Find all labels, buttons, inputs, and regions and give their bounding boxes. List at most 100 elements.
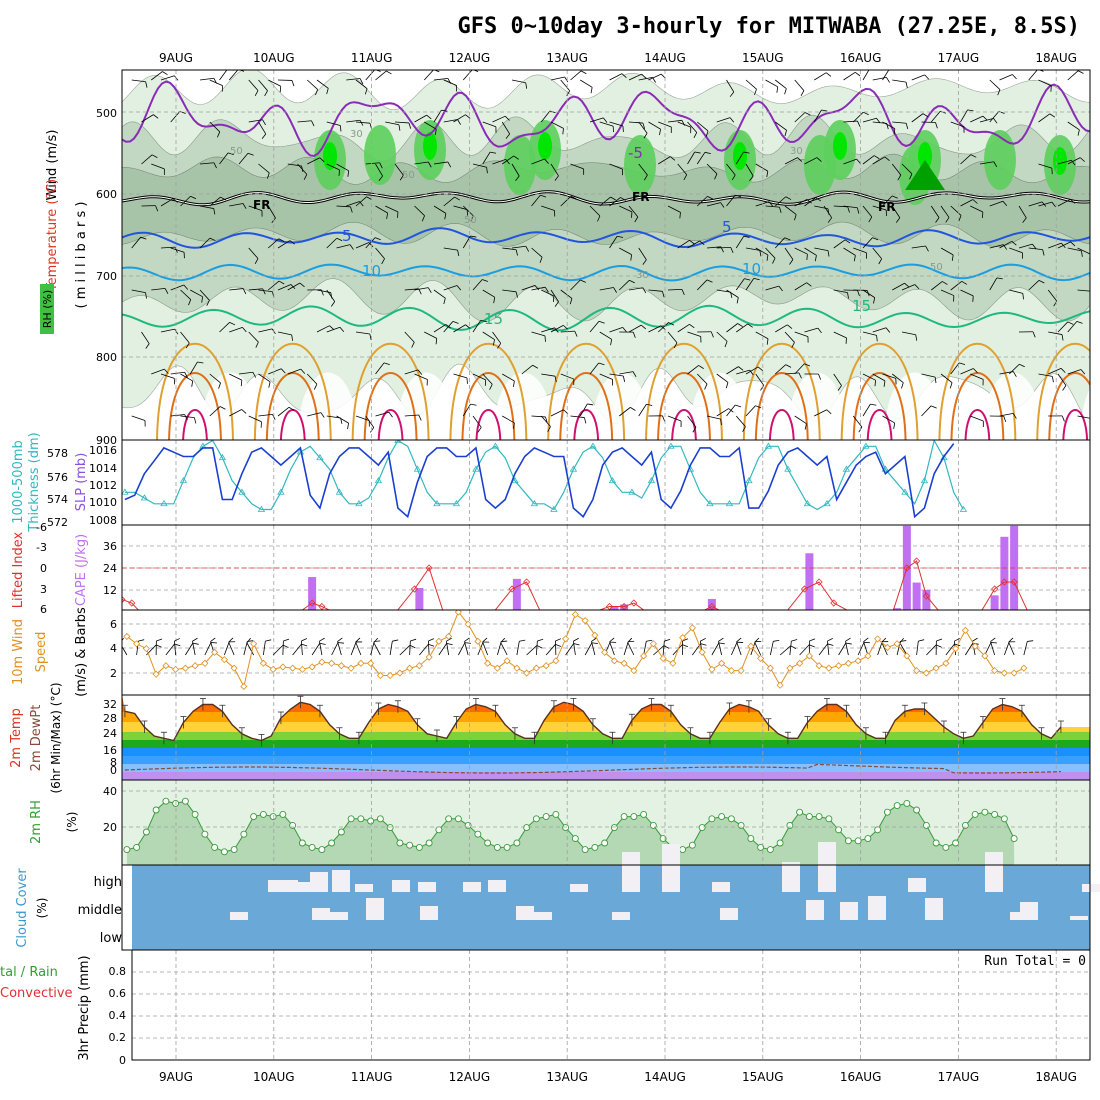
ua-wind-barb <box>726 79 735 93</box>
rh-marker <box>357 815 365 823</box>
ua-wind-barb-flag <box>707 196 713 200</box>
rh-marker <box>1010 835 1018 843</box>
ua-wind-barb <box>696 121 709 132</box>
wind-marker <box>415 662 423 670</box>
ua-wind-barb <box>862 403 871 417</box>
ua-wind-barb <box>375 362 385 375</box>
rh-marker <box>737 821 745 829</box>
ua-wind-barb-flag <box>659 129 661 136</box>
ua-wind-barb-flag <box>418 288 422 295</box>
ua-wind-barb <box>550 121 564 129</box>
wind-marker <box>376 671 384 680</box>
rh-marker <box>815 813 823 821</box>
rh-marker <box>328 839 336 847</box>
ua-wind-barb <box>911 113 924 123</box>
ua-wind-barb <box>628 287 643 291</box>
ua-wind-barb <box>901 163 913 175</box>
ua-wind-barb-flag <box>743 235 750 238</box>
ua-wind-barb-flag <box>435 338 438 345</box>
wind-marker <box>942 659 950 667</box>
ua-wind-barb <box>336 415 349 424</box>
ua-wind-barb-flag <box>689 324 695 329</box>
rh-marker <box>376 815 384 823</box>
wind-marker <box>649 640 657 648</box>
bottom-date-labels: 9AUG 10AUG 11AUG 12AUG 13AUG 14AUG 15AUG 16AUG 1… <box>159 1070 1077 1084</box>
cloud-high-block <box>488 880 506 892</box>
dewpt-label: 2m DewPt <box>29 705 44 772</box>
ua-wind-barb <box>482 151 491 165</box>
ua-wind-barb <box>1067 70 1079 81</box>
ua-wind-barb-flag <box>673 342 678 349</box>
ua-wind-barb-flag <box>738 366 744 371</box>
surface-wind-barb-flag <box>373 637 379 643</box>
wind-marker <box>932 664 940 672</box>
ua-wind-barb <box>1028 247 1043 251</box>
temp-band <box>122 772 1090 780</box>
surface-wind-barb <box>409 640 411 656</box>
ua-wind-barb-flag <box>905 82 908 89</box>
wind-marker <box>162 662 170 670</box>
ua-wind-barb <box>823 205 833 218</box>
ua-wind-barb <box>277 240 291 249</box>
ua-wind-barb <box>521 285 536 291</box>
ua-wind-barb <box>209 196 221 207</box>
wind-marker <box>133 640 141 648</box>
ua-wind-barb <box>472 373 486 381</box>
ua-wind-barb-flag <box>870 68 876 69</box>
ua-wind-barb-flag <box>242 203 247 209</box>
ua-wind-barb <box>443 247 458 251</box>
ua-wind-barb <box>696 279 708 291</box>
surface-wind-barb <box>350 641 357 656</box>
rh-marker <box>386 824 394 832</box>
ua-wind-barb <box>355 415 370 422</box>
ua-wind-barb-flag <box>837 385 842 391</box>
top-date-labels: 9AUG 10AUG 11AUG 12AUG 13AUG 14AUG 15AUG 16AUG 1… <box>159 51 1077 65</box>
ua-wind-barb-flag <box>255 341 259 348</box>
ua-wind-barb-flag <box>922 113 929 118</box>
ua-wind-barb-flag <box>1061 415 1065 422</box>
ua-wind-barb <box>141 154 153 165</box>
ua-wind-barb-flag <box>194 417 197 424</box>
ua-wind-barb <box>989 111 1000 123</box>
ua-wind-barb-flag <box>411 342 415 348</box>
ua-wind-barb <box>609 373 624 377</box>
ua-wind-barb <box>599 121 614 127</box>
temp-contour-5 <box>122 227 1090 249</box>
ua-wind-barb-flag <box>744 278 751 281</box>
ua-wind-barb <box>443 79 457 86</box>
ua-wind-barb <box>736 323 748 333</box>
ua-wind-barb <box>940 289 955 296</box>
rh-label: RH (%) <box>41 290 54 328</box>
ua-wind-barb <box>804 157 818 165</box>
ua-wind-barb-flag <box>872 237 879 241</box>
ua-wind-barb <box>589 362 599 375</box>
ua-wind-barb-flag <box>266 172 270 179</box>
ua-wind-barb <box>160 328 175 333</box>
ua-wind-barb <box>160 198 174 207</box>
rh-marker <box>298 839 306 847</box>
lifted-index-line <box>122 560 1028 610</box>
rh-marker <box>230 846 238 854</box>
ua-wind-barb-flag <box>945 217 950 223</box>
wind-marker <box>922 669 930 677</box>
ua-wind-barb <box>385 121 400 126</box>
ua-wind-barb-flag <box>982 115 988 121</box>
ua-wind-barb-flag <box>569 298 573 305</box>
ua-wind-barb-flag <box>694 151 701 154</box>
ua-wind-barb-flag <box>486 167 488 174</box>
ua-wind-barb <box>1048 242 1062 249</box>
wind-marker <box>240 682 248 691</box>
ua-wind-barb <box>531 247 543 258</box>
ua-wind-barb <box>355 79 368 89</box>
ua-wind-barb-flag <box>289 240 295 245</box>
ua-wind-barb-flag <box>1049 113 1056 118</box>
ua-wind-barb <box>989 277 998 291</box>
ua-wind-barb-flag <box>584 417 587 424</box>
ua-wind-barb-flag <box>766 171 769 178</box>
ua-wind-barb-flag <box>806 282 812 287</box>
wind-marker <box>289 664 297 672</box>
ua-wind-barb <box>745 366 759 375</box>
ua-wind-barb <box>170 284 184 291</box>
wind-marker <box>386 671 394 680</box>
rh-marker <box>562 824 570 832</box>
